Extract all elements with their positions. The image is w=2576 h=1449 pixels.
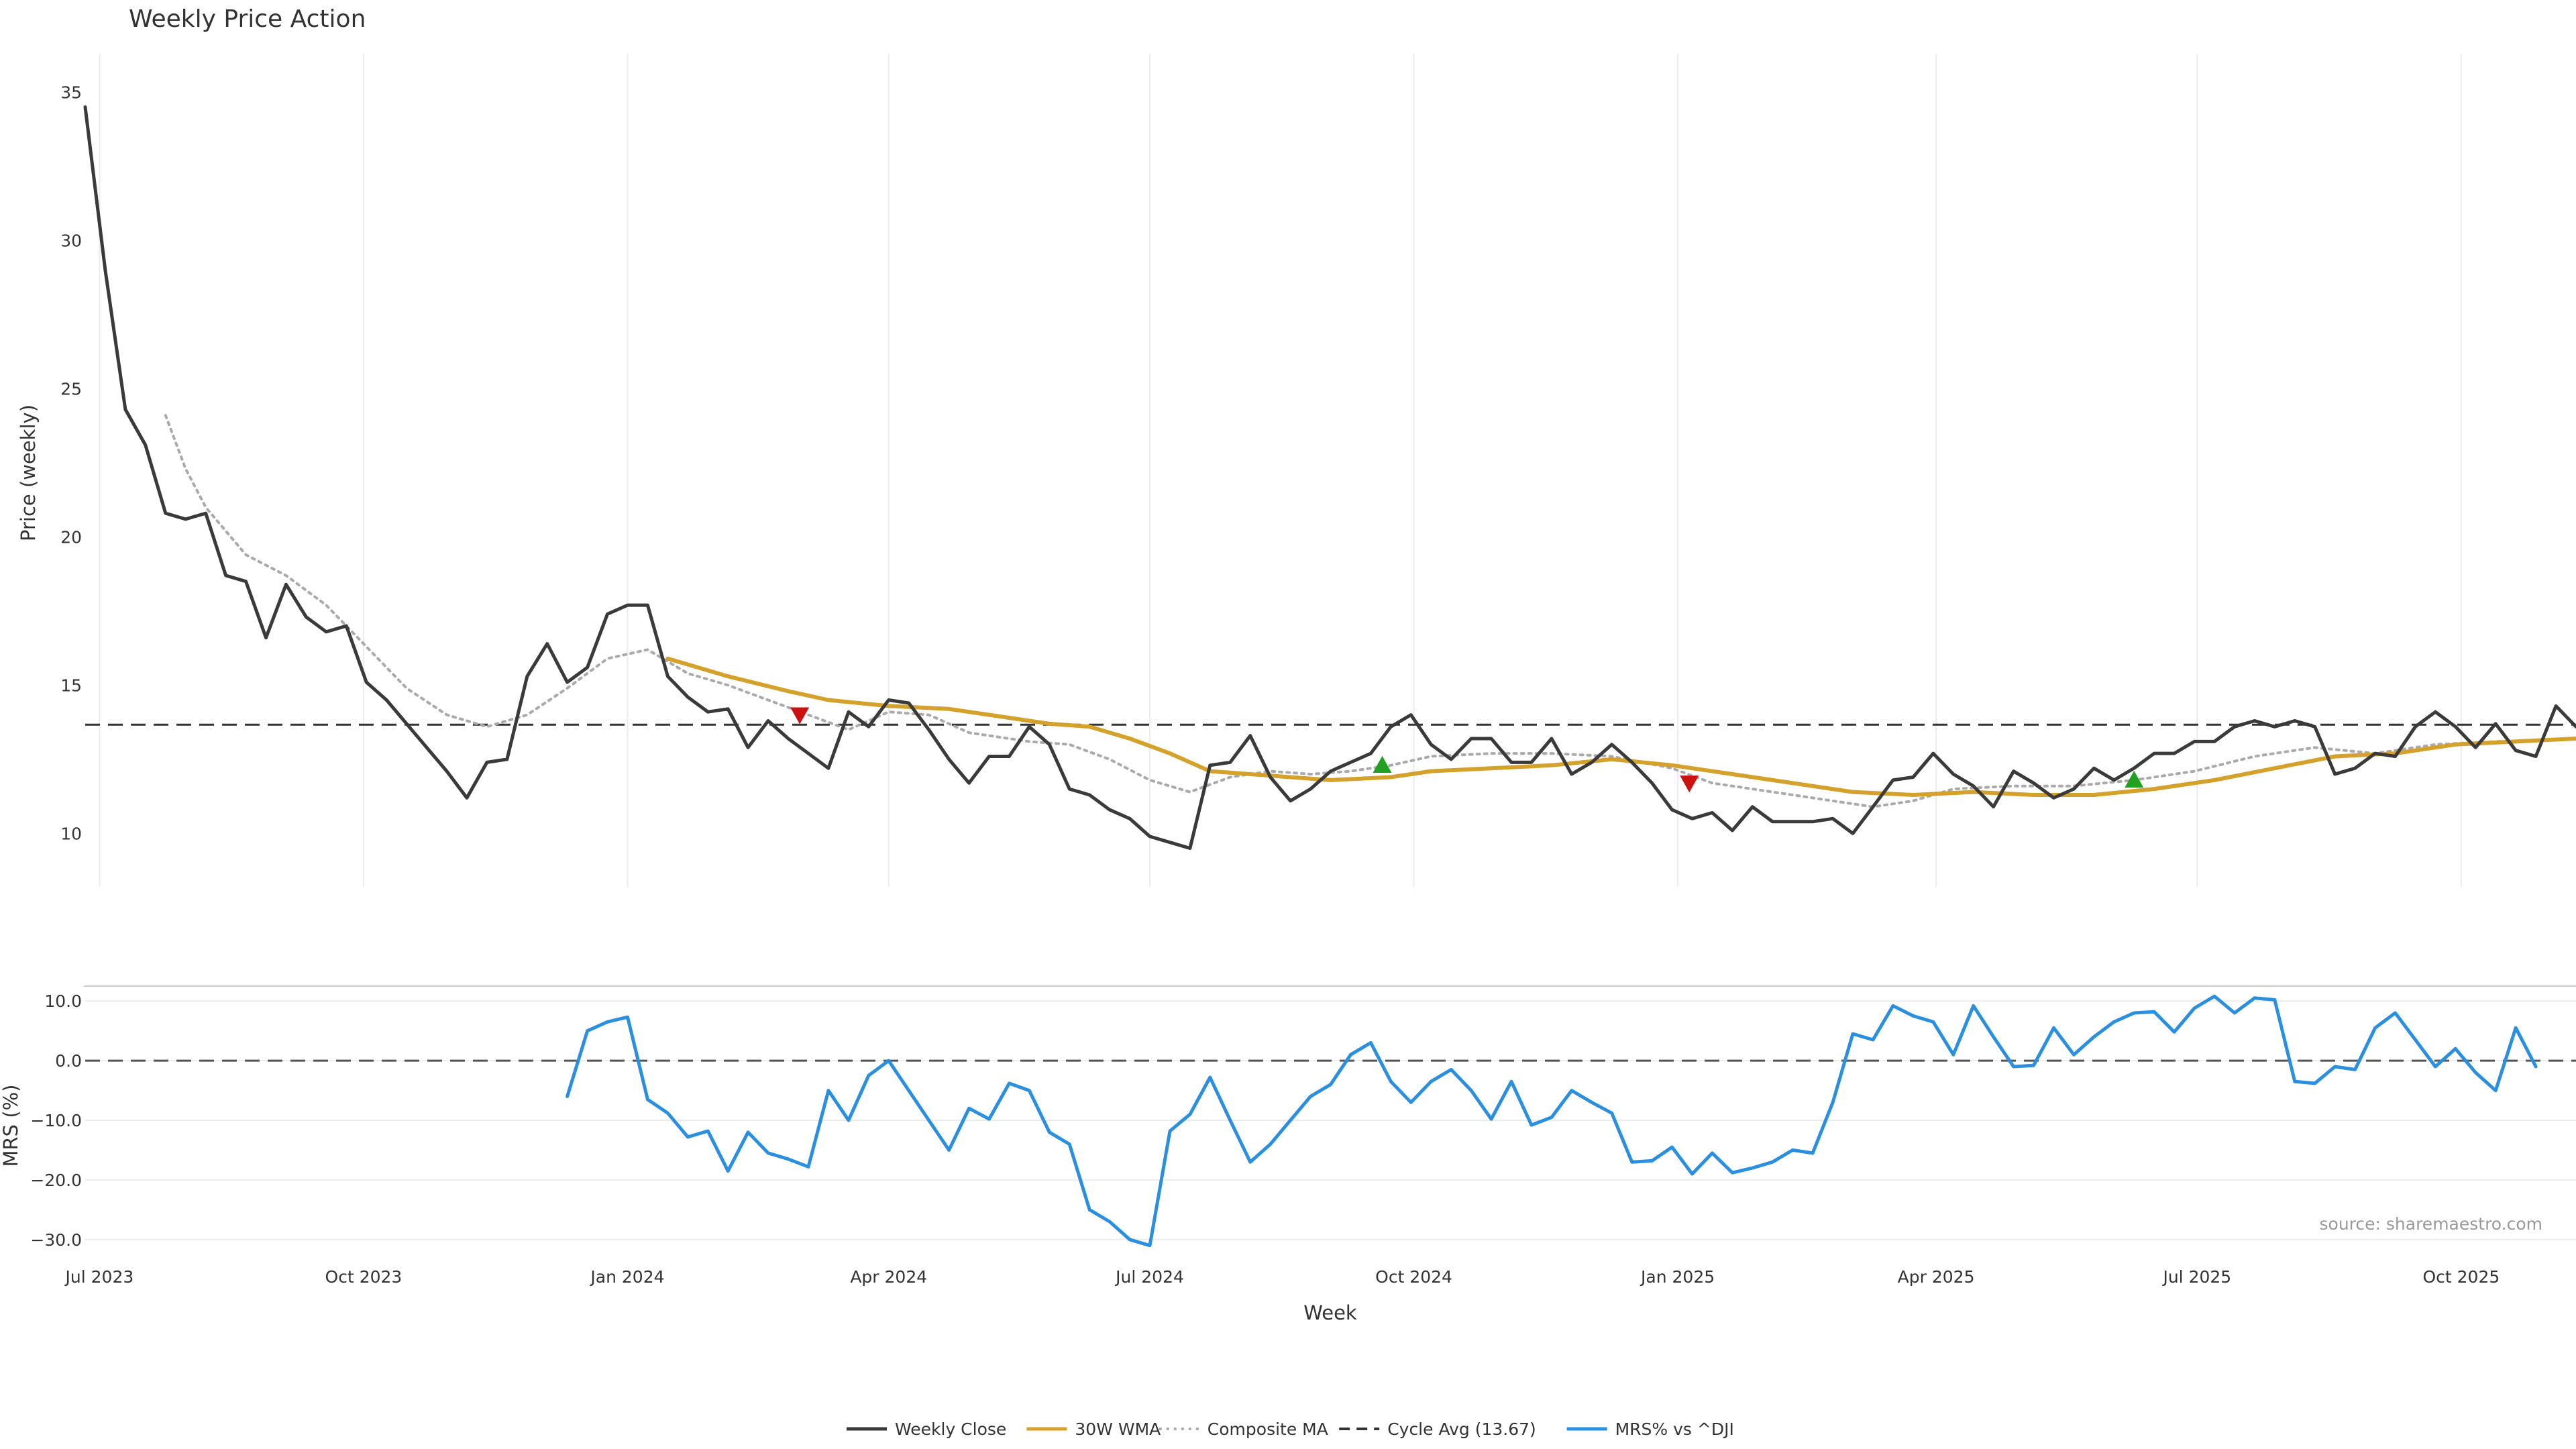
price-y-tick-label: 30 <box>60 231 82 250</box>
mrs-line <box>566 994 2538 1248</box>
mrs-y-tick-label: −30.0 <box>30 1230 82 1250</box>
mrs-y-tick-label: −10.0 <box>30 1111 82 1130</box>
legend-label: MRS% vs ^DJI <box>1615 1419 1734 1439</box>
price-axis-title: Price (weekly) <box>17 405 40 541</box>
price-y-tick-label: 20 <box>60 527 82 547</box>
x-tick-label: Jul 2023 <box>64 1267 134 1287</box>
signal-markers <box>790 707 2144 793</box>
x-tick-label: Oct 2023 <box>325 1267 402 1287</box>
price-y-tick-label: 10 <box>60 824 82 843</box>
weekly-close-line <box>83 105 2576 850</box>
legend-item: Composite MA <box>1159 1419 1328 1439</box>
mrs-y-tick-label: 0.0 <box>55 1051 82 1071</box>
x-axis-title: Week <box>1303 1301 1357 1324</box>
buy-signal-marker <box>2125 770 2144 788</box>
mrs-y-ticks: 10.0 0.0 −10.0 −20.0 −30.0 <box>30 991 82 1250</box>
legend-item: Cycle Avg (13.67) <box>1339 1419 1536 1439</box>
x-tick-label: Apr 2024 <box>850 1267 927 1287</box>
sell-signal-marker <box>790 707 810 724</box>
price-y-tick-label: 25 <box>60 379 82 398</box>
composite-ma-line <box>164 414 2576 808</box>
legend: Weekly Close 30W WMA Composite MA Cycle Avg… <box>847 1419 1734 1439</box>
legend-item: MRS% vs ^DJI <box>1566 1419 1734 1439</box>
price-y-ticks: 10 15 20 25 30 35 <box>60 83 82 843</box>
legend-item: 30W WMA <box>1026 1419 1161 1439</box>
x-tick-label: Oct 2024 <box>1375 1267 1452 1287</box>
price-panel-grid <box>99 54 2462 887</box>
chart-title: Weekly Price Action <box>129 5 366 33</box>
x-tick-label: Oct 2025 <box>2422 1267 2500 1287</box>
wma-30w-line <box>665 656 2576 797</box>
price-y-tick-label: 15 <box>60 676 82 695</box>
sell-signal-marker <box>1680 775 1699 793</box>
x-tick-label: Apr 2025 <box>1898 1267 1975 1287</box>
x-tick-label: Jan 2024 <box>589 1267 664 1287</box>
x-tick-label: Jul 2025 <box>2161 1267 2231 1287</box>
mrs-y-tick-label: 10.0 <box>44 991 82 1011</box>
legend-label: 30W WMA <box>1075 1419 1161 1439</box>
legend-label: Weekly Close <box>895 1419 1006 1439</box>
legend-item: Weekly Close <box>847 1419 1006 1439</box>
source-note: source: sharemaestro.com <box>2320 1214 2543 1234</box>
x-tick-label: Jul 2024 <box>1114 1267 1184 1287</box>
price-y-tick-label: 35 <box>60 83 82 102</box>
mrs-series <box>566 994 2538 1248</box>
x-tick-label: Jan 2025 <box>1640 1267 1715 1287</box>
price-series <box>83 105 2576 850</box>
buy-signal-marker <box>1373 755 1392 773</box>
mrs-y-tick-label: −20.0 <box>30 1171 82 1190</box>
mrs-axis-title: MRS (%) <box>0 1085 22 1167</box>
x-ticks: Jul 2023 Oct 2023 Jan 2024 Apr 2024 Jul 2024… <box>64 1267 2500 1287</box>
legend-label: Composite MA <box>1208 1419 1328 1439</box>
legend-label: Cycle Avg (13.67) <box>1387 1419 1536 1439</box>
mrs-panel-grid <box>85 1000 2576 1240</box>
